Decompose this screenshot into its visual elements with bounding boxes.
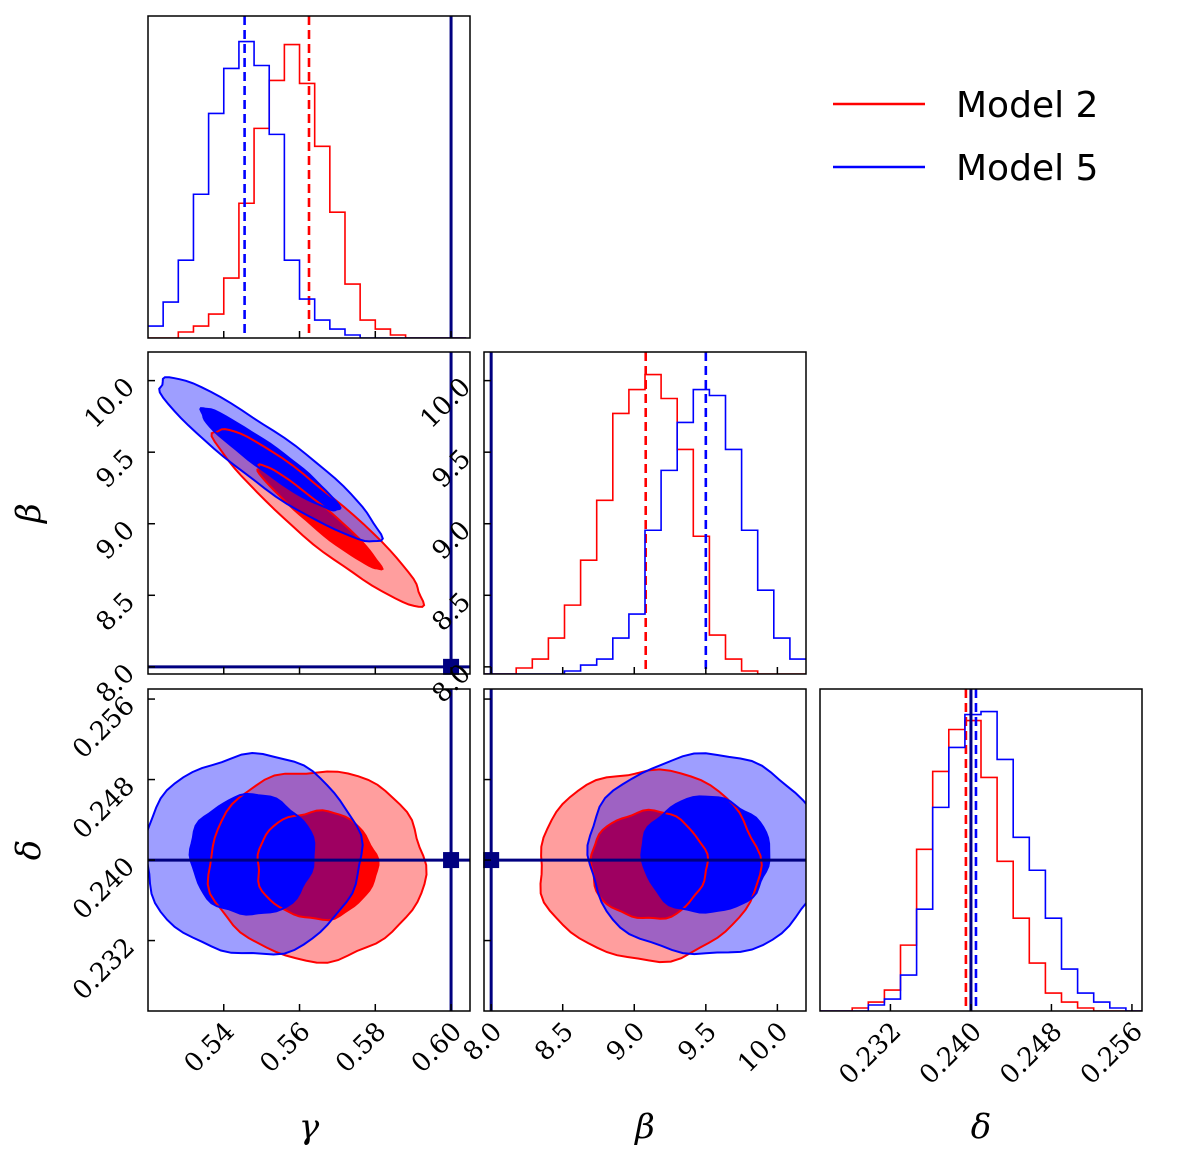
panel-delta-histogram <box>819 688 1143 1012</box>
xtick-label-beta: 9.0 <box>601 1017 651 1067</box>
legend: Model 2 Model 5 <box>833 85 1098 189</box>
contour-inner-line-gamma-delta-model-2 <box>256 809 380 922</box>
xtick-label-delta: 0.248 <box>995 1017 1069 1091</box>
panel-delta-vs-beta <box>483 688 807 1012</box>
hist-delta-model-5 <box>820 710 1142 1011</box>
frame-gamma-beta <box>147 351 471 675</box>
contour-outer-line-gamma-delta-model-2 <box>206 770 428 964</box>
contour-outer-line-gamma-delta-model-5 <box>148 751 364 956</box>
axis-label-delta: δ <box>971 1107 991 1147</box>
xtick-label-gamma: 0.58 <box>330 1017 392 1079</box>
contour-inner-line-beta-delta-model-2 <box>589 808 710 920</box>
hist-gamma-model-5 <box>148 40 467 338</box>
axis-label-beta: β <box>9 503 49 525</box>
panel-beta-histogram <box>483 351 807 675</box>
truth-marker-gamma-delta <box>443 852 460 869</box>
xtick-label-beta: 8.0 <box>458 1017 508 1067</box>
ytick-label-beta: 10.0 <box>79 372 141 434</box>
hist-gamma-model-2 <box>148 43 467 338</box>
frame-beta-delta <box>483 688 807 1012</box>
contour-inner-line-gamma-beta-model-5 <box>199 407 342 512</box>
contour-outer-line-beta-delta-model-5 <box>586 752 806 956</box>
axis-label-beta: β <box>633 1107 655 1147</box>
xtick-label-delta: 0.240 <box>914 1017 988 1091</box>
contour-inner-fill-beta-delta-model-5 <box>641 796 770 913</box>
ytick-label-delta: 0.248 <box>67 771 141 845</box>
frame-hist-beta <box>483 351 807 675</box>
ytick-label-beta: 9.5 <box>90 444 140 494</box>
hist-beta-model-5 <box>484 388 806 674</box>
hist-beta-model-2 <box>484 373 806 674</box>
xtick-label-beta: 9.5 <box>672 1017 722 1067</box>
xtick-label-gamma: 0.56 <box>254 1017 316 1079</box>
frame-hist-gamma <box>147 15 471 339</box>
panel-delta-vs-gamma <box>147 688 471 1012</box>
legend-label-model-2: Model 2 <box>956 85 1098 126</box>
xtick-label-beta: 10.0 <box>732 1017 794 1079</box>
frame-hist-delta <box>819 688 1143 1012</box>
axis-label-delta: δ <box>9 840 49 860</box>
axis-label-gamma: γ <box>299 1107 320 1147</box>
panel-beta-vs-gamma <box>147 351 471 675</box>
contour-inner-fill-gamma-beta-model-2 <box>257 464 383 570</box>
hist-delta-model-2 <box>820 719 1142 1011</box>
truth-marker-beta-delta <box>483 852 500 869</box>
legend-label-model-5: Model 5 <box>956 148 1098 189</box>
ytick-label-beta: 10.0 <box>415 372 477 434</box>
contour-outer-line-gamma-beta-model-5 <box>158 376 384 543</box>
frame-gamma-delta <box>147 688 471 1012</box>
contour-inner-fill-gamma-beta-model-5 <box>200 408 341 511</box>
xtick-label-gamma: 0.54 <box>179 1017 241 1079</box>
xtick-label-delta: 0.256 <box>1075 1017 1149 1091</box>
contour-outer-line-beta-delta-model-2 <box>539 768 763 964</box>
contour-outer-line-gamma-beta-model-2 <box>210 428 426 608</box>
ytick-label-delta: 0.240 <box>67 852 141 926</box>
contour-inner-line-beta-delta-model-5 <box>640 795 771 914</box>
contour-inner-line-gamma-delta-model-5 <box>188 792 316 916</box>
ytick-label-beta: 9.0 <box>90 515 140 565</box>
ytick-label-beta: 8.5 <box>90 587 140 637</box>
truth-marker-gamma-beta <box>443 658 460 675</box>
axis-labels: γ β δ β δ <box>9 503 991 1147</box>
panel-gamma-histogram <box>147 15 471 339</box>
xtick-label-beta: 8.5 <box>529 1017 579 1067</box>
xtick-label-delta: 0.232 <box>834 1017 908 1091</box>
ytick-label-delta: 0.232 <box>67 932 141 1006</box>
